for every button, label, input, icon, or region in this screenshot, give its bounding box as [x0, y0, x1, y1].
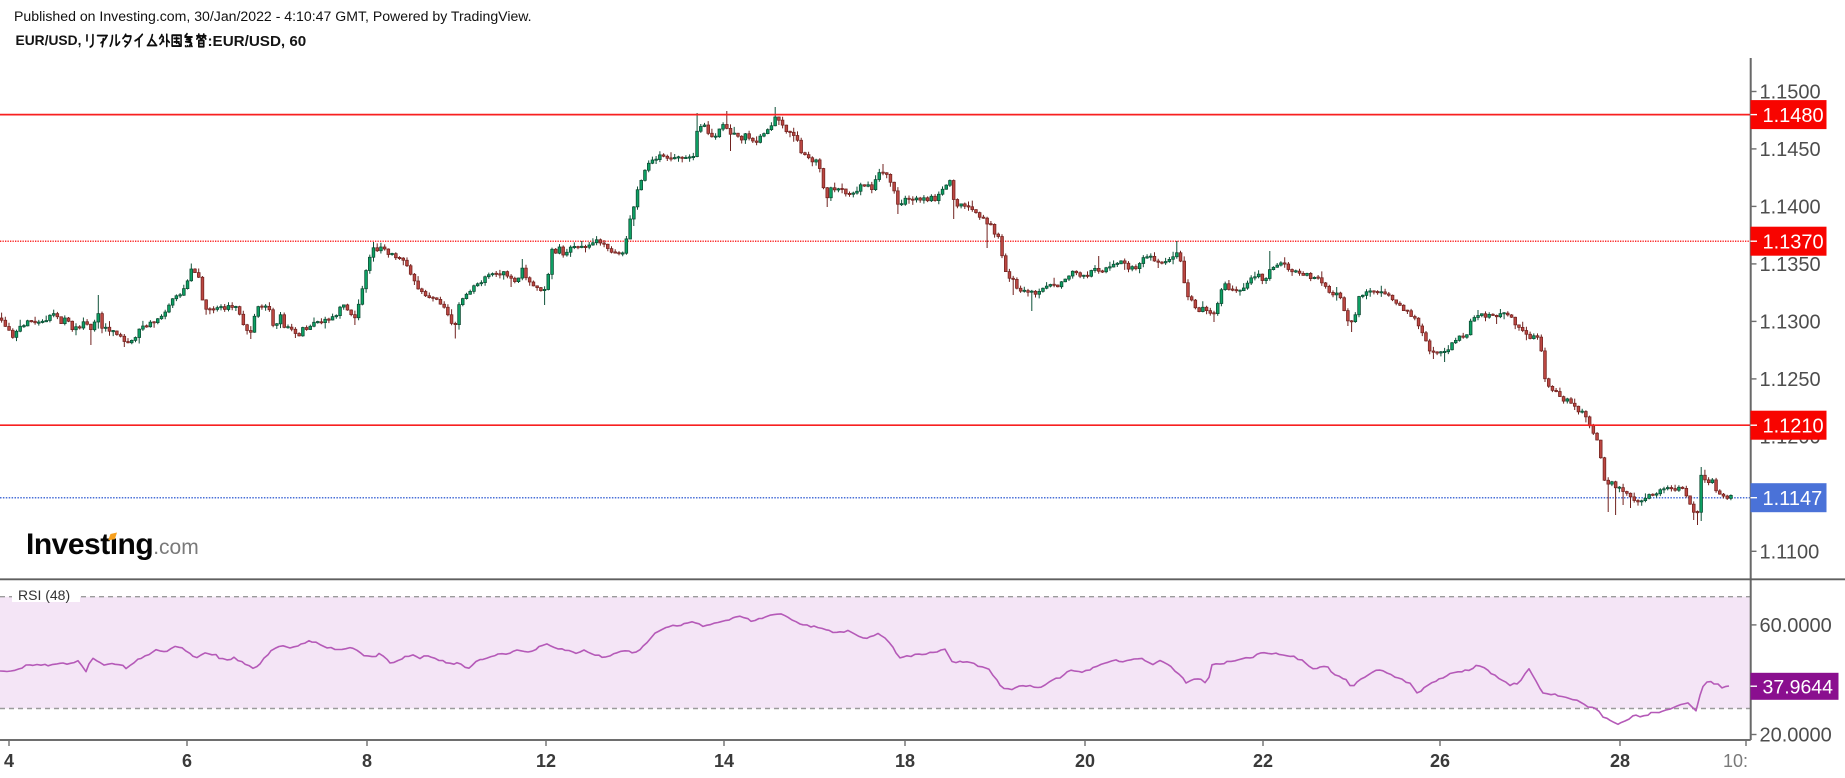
svg-text:18: 18 [895, 751, 915, 771]
svg-text:1.1480: 1.1480 [1763, 105, 1824, 127]
svg-text:20.0000: 20.0000 [1760, 725, 1832, 747]
svg-text:1.1250: 1.1250 [1760, 369, 1821, 391]
svg-text:10:: 10: [1723, 751, 1748, 771]
svg-text:12: 12 [536, 751, 556, 771]
svg-text:14: 14 [714, 751, 734, 771]
svg-text:1.1370: 1.1370 [1763, 231, 1824, 253]
svg-text:20: 20 [1075, 751, 1095, 771]
svg-text:1.1450: 1.1450 [1760, 139, 1821, 161]
svg-text:28: 28 [1610, 751, 1630, 771]
svg-text:8: 8 [362, 751, 372, 771]
svg-text:1.1400: 1.1400 [1760, 197, 1821, 219]
svg-text:1.1300: 1.1300 [1760, 312, 1821, 334]
svg-text:1.1100: 1.1100 [1760, 542, 1820, 564]
svg-text:1.1500: 1.1500 [1760, 82, 1821, 104]
svg-text:4: 4 [4, 751, 14, 771]
svg-text:1.1147: 1.1147 [1763, 488, 1823, 510]
svg-text:6: 6 [182, 751, 192, 771]
svg-text:1.1210: 1.1210 [1763, 415, 1824, 437]
svg-text:60.0000: 60.0000 [1760, 615, 1832, 637]
svg-text:37.9644: 37.9644 [1763, 676, 1834, 698]
svg-text:RSI (48): RSI (48) [18, 587, 70, 603]
svg-text:1.1350: 1.1350 [1760, 254, 1821, 276]
svg-text:22: 22 [1253, 751, 1273, 771]
svg-text:26: 26 [1430, 751, 1450, 771]
